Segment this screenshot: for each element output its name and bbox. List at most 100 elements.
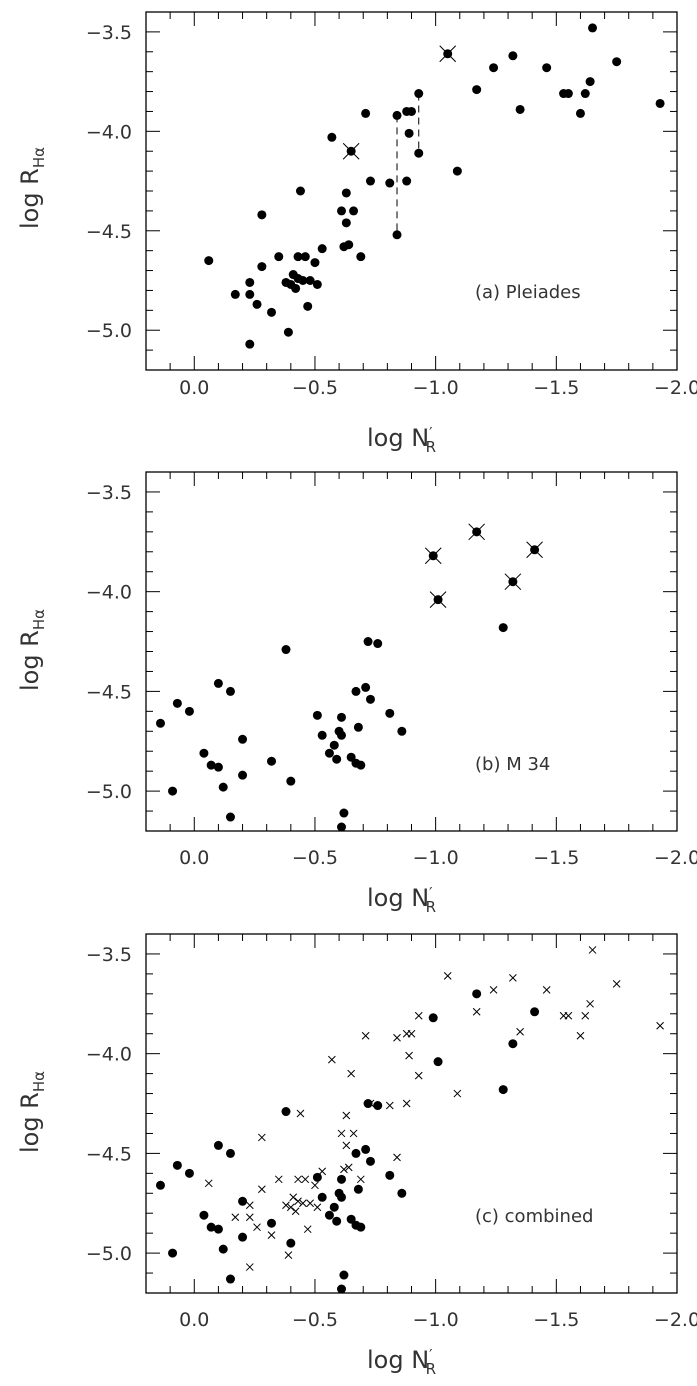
data-point-cross xyxy=(414,1011,423,1020)
data-point xyxy=(238,1196,248,1206)
data-point xyxy=(312,279,322,289)
data-point xyxy=(337,206,347,216)
data-point-cross xyxy=(407,1029,416,1038)
data-point xyxy=(339,1270,349,1280)
x-tick-label: 0.0 xyxy=(179,1309,209,1331)
y-tick-label: −5.0 xyxy=(86,1243,132,1265)
data-point xyxy=(310,258,320,268)
data-point xyxy=(184,706,194,716)
data-point-cross xyxy=(402,1099,411,1108)
y-axis-label: log RHα xyxy=(16,609,48,691)
y-axis-label: log RHα xyxy=(16,147,48,229)
data-point xyxy=(385,708,395,718)
x-tick-label: −2.0 xyxy=(654,1309,697,1331)
data-point xyxy=(213,1140,223,1150)
data-point xyxy=(155,718,165,728)
data-point-cross xyxy=(296,1109,305,1118)
data-point xyxy=(588,23,598,33)
data-point-cross xyxy=(612,980,621,988)
x-tick-label: −0.5 xyxy=(292,847,338,869)
data-point-cross xyxy=(361,1031,370,1040)
data-point xyxy=(337,730,347,740)
y-tick-label: −4.0 xyxy=(86,1044,132,1066)
data-point xyxy=(317,730,327,740)
highlight-cross xyxy=(429,591,447,608)
data-point-cross xyxy=(253,1223,261,1232)
data-point xyxy=(353,722,363,732)
x-tick-label: −0.5 xyxy=(292,1309,338,1331)
plot-frame xyxy=(145,933,678,1294)
y-tick-label: −4.5 xyxy=(86,221,132,243)
data-point xyxy=(433,1057,443,1067)
data-point xyxy=(392,230,402,240)
data-point xyxy=(245,277,255,287)
data-point-cross xyxy=(656,1021,664,1030)
data-point-cross xyxy=(245,1263,254,1271)
data-point-cross xyxy=(576,1031,585,1040)
highlight-cross xyxy=(424,547,442,565)
data-point xyxy=(353,1184,363,1194)
data-point-cross xyxy=(347,1069,356,1078)
data-point-cross xyxy=(564,1011,573,1020)
x-axis-label: log N′ R xyxy=(367,884,436,916)
data-point xyxy=(245,289,255,299)
x-tick-label: −1.0 xyxy=(413,847,459,869)
data-point xyxy=(305,276,315,285)
data-point xyxy=(428,1013,438,1023)
data-point-cross xyxy=(489,985,498,994)
data-point-cross xyxy=(516,1027,524,1036)
data-point-cross xyxy=(349,1129,358,1138)
data-point xyxy=(206,1222,216,1232)
data-point xyxy=(317,1192,327,1202)
x-tick-label: −1.5 xyxy=(533,377,579,399)
data-point xyxy=(329,1202,339,1212)
data-point-cross xyxy=(414,1071,423,1080)
data-point xyxy=(498,623,508,633)
data-point-cross xyxy=(393,1033,401,1042)
data-point-cross xyxy=(282,1201,290,1210)
data-point xyxy=(218,1244,228,1254)
data-point xyxy=(655,98,665,108)
data-point xyxy=(332,1216,342,1226)
x-tick-label: 0.0 xyxy=(179,847,209,869)
data-point xyxy=(498,1085,508,1095)
data-point xyxy=(361,108,371,118)
data-point xyxy=(204,256,214,266)
data-point xyxy=(329,740,339,750)
data-point-cross xyxy=(284,1251,293,1259)
data-point xyxy=(361,1144,371,1154)
data-point xyxy=(225,1274,235,1284)
data-point xyxy=(356,760,366,770)
data-point xyxy=(238,1232,248,1242)
panel-annotation: (b) M 34 xyxy=(475,754,550,775)
data-point xyxy=(407,106,416,116)
highlight-cross xyxy=(439,45,457,63)
data-point xyxy=(612,57,622,67)
y-tick-label: −3.5 xyxy=(86,944,132,966)
data-point-cross xyxy=(340,1165,348,1174)
data-point-cross xyxy=(588,946,597,954)
x-tick-label: −1.0 xyxy=(413,1309,459,1331)
data-point-cross xyxy=(204,1179,213,1188)
highlight-cross xyxy=(526,541,543,559)
data-point xyxy=(225,686,235,696)
data-point xyxy=(363,637,373,647)
data-point-cross xyxy=(258,1133,266,1142)
data-point-cross xyxy=(586,999,594,1008)
data-point-cross xyxy=(245,1201,254,1210)
data-point xyxy=(575,108,585,118)
x-tick-label: −1.0 xyxy=(413,377,459,399)
data-point-cross xyxy=(306,1199,314,1208)
data-point xyxy=(404,128,414,138)
x-tick-label: −1.5 xyxy=(533,847,579,869)
data-point xyxy=(257,210,267,220)
data-point xyxy=(257,262,267,272)
data-point-cross xyxy=(342,1111,351,1120)
data-point xyxy=(286,776,296,786)
data-point xyxy=(580,89,590,99)
data-point xyxy=(385,178,395,188)
x-tick-label: −1.5 xyxy=(533,1309,579,1331)
data-point-cross xyxy=(542,985,551,994)
x-axis-label: log N′ R xyxy=(367,1346,436,1378)
x-tick-label: 0.0 xyxy=(179,377,209,399)
